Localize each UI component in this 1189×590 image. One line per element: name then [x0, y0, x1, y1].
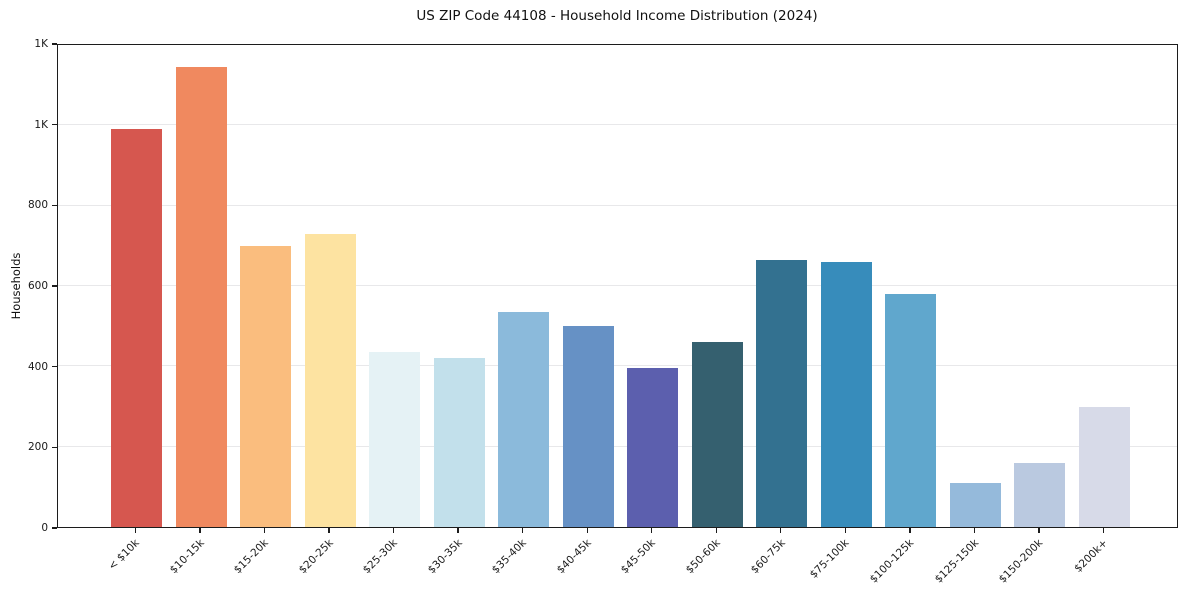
plot-area	[57, 44, 1178, 528]
x-tick-mark	[1038, 528, 1040, 533]
x-tick-mark	[780, 528, 782, 533]
y-tick-mark	[52, 446, 57, 449]
bar-10-15k	[175, 67, 227, 527]
bar-10k	[111, 129, 162, 527]
y-tick-mark	[52, 527, 57, 529]
bar-200k	[1078, 406, 1130, 527]
x-tick-mark	[134, 528, 137, 533]
bar-75-100k	[820, 261, 872, 527]
y-tick-mark	[52, 43, 57, 45]
y-tick-mark	[52, 285, 57, 287]
x-tick-label: $60-75k	[748, 537, 788, 577]
y-tick-mark	[52, 204, 57, 207]
y-tick-label: 1K	[34, 38, 48, 50]
x-tick-mark	[199, 528, 201, 533]
x-tick-label: $35-40k	[490, 537, 530, 577]
x-tick-label: $150-200k	[996, 537, 1046, 586]
x-tick-mark	[651, 528, 653, 533]
x-tick-label: $20-25k	[296, 537, 336, 577]
x-tick-mark	[328, 528, 330, 533]
x-tick-label: $10-15k	[167, 537, 207, 577]
y-tick-label: 600	[27, 280, 48, 292]
x-tick-label: $125-150k	[932, 537, 981, 586]
y-tick-label: 0	[41, 522, 48, 534]
y-tick-label: 1K	[34, 118, 48, 131]
x-tick-mark	[715, 528, 717, 533]
bar-45-50k	[627, 368, 679, 527]
y-tick-label: 200	[27, 441, 48, 454]
x-tick-label: $25-30k	[361, 537, 401, 577]
x-tick-mark	[1102, 528, 1105, 533]
y-tick-label: 800	[27, 199, 48, 212]
x-tick-mark	[263, 528, 266, 533]
bar-30-35k	[433, 358, 485, 527]
y-tick-mark	[52, 123, 57, 126]
bar-50-60k	[691, 342, 743, 527]
bar-15-20k	[240, 245, 292, 527]
bar-60-75k	[756, 259, 808, 527]
x-tick-mark	[586, 528, 588, 533]
x-tick-label: $75-100k	[808, 537, 852, 581]
x-tick-label: $30-35k	[425, 537, 465, 577]
bar-35-40k	[498, 312, 550, 527]
bar-100-125k	[885, 294, 937, 527]
x-tick-label: $45-50k	[619, 537, 659, 577]
x-tick-mark	[392, 528, 395, 533]
x-tick-label: $200k+	[1072, 537, 1110, 575]
x-tick-label: $50-60k	[683, 537, 723, 577]
y-tick-mark	[52, 365, 57, 368]
x-tick-label: $15-20k	[231, 537, 272, 577]
gridline	[58, 285, 1177, 286]
x-tick-mark	[844, 528, 847, 533]
bar-125-150k	[949, 482, 1001, 527]
x-tick-label: $100-125k	[867, 537, 917, 586]
bar-25-30k	[369, 352, 421, 527]
chart-title: US ZIP Code 44108 - Household Income Dis…	[416, 8, 818, 24]
x-tick-mark	[973, 528, 976, 533]
gridline	[58, 445, 1177, 447]
y-tick-label: 400	[27, 360, 48, 373]
x-tick-mark	[457, 528, 459, 533]
x-tick-label: < $10k	[106, 537, 142, 573]
gridline	[58, 204, 1177, 206]
bar-20-25k	[304, 233, 356, 527]
x-tick-label: $40-45k	[554, 537, 594, 577]
gridline	[58, 124, 1177, 126]
gridline	[58, 365, 1177, 367]
x-tick-mark	[521, 528, 524, 533]
bar-40-45k	[562, 326, 614, 527]
x-tick-mark	[909, 528, 911, 533]
bar-150-200k	[1014, 462, 1066, 527]
